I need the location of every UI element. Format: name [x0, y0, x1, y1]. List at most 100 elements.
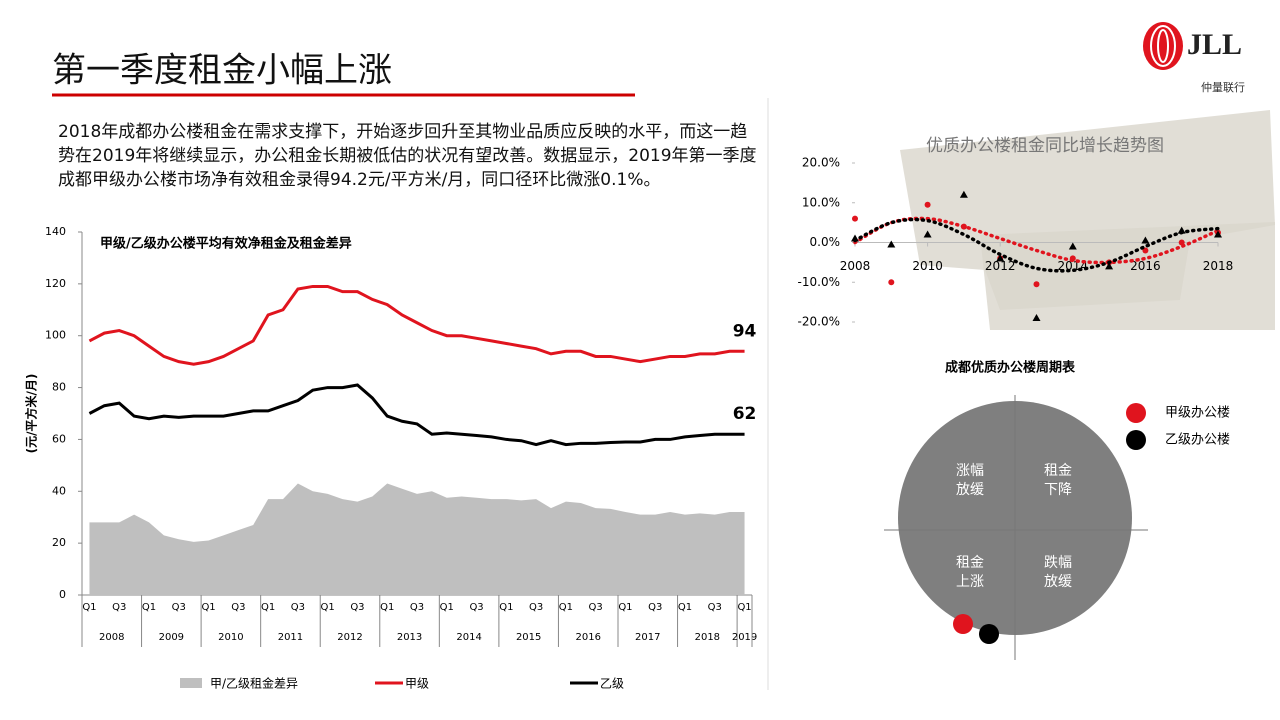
- point: [887, 240, 896, 248]
- legend-label: 甲级: [405, 677, 429, 691]
- slide-title: 第一季度租金小幅上涨: [52, 51, 392, 91]
- year-label: 2012: [337, 632, 362, 643]
- chart-title: 优质办公楼租金同比增长趋势图: [926, 136, 1164, 156]
- x-tick-label: Q1: [321, 602, 335, 613]
- x-tick-label: 2018: [1203, 259, 1234, 273]
- year-label: 2018: [695, 632, 720, 643]
- legend-swatch: [1126, 403, 1146, 423]
- x-tick-label: Q3: [708, 602, 722, 613]
- x-tick-label: Q3: [112, 602, 126, 613]
- x-tick-label: Q3: [231, 602, 245, 613]
- line: [88, 383, 745, 447]
- brush-background: [900, 110, 1275, 330]
- x-tick-label: Q3: [589, 602, 603, 613]
- point: [924, 201, 931, 208]
- x-tick-label: Q1: [737, 602, 751, 613]
- year-label: 2019: [732, 632, 757, 643]
- brush-stroke: [980, 222, 1275, 330]
- quadrant-label: 下降: [1044, 482, 1072, 498]
- legend-label: 甲级办公楼: [1165, 406, 1230, 421]
- y-tick-label: 100: [45, 329, 66, 342]
- y-tick-label: 40: [52, 484, 66, 497]
- legend-label: 乙级: [600, 677, 624, 691]
- point: [959, 190, 968, 198]
- point: [1068, 242, 1077, 250]
- legend-label: 甲/乙级租金差异: [210, 676, 298, 691]
- year-label: 2016: [575, 632, 600, 643]
- year-label: 2008: [99, 632, 124, 643]
- y-tick-label: 10.0%: [802, 195, 840, 209]
- y-tick-label: 120: [45, 277, 66, 290]
- y-tick-label: 20.0%: [802, 156, 840, 170]
- x-tick-label: Q3: [350, 602, 364, 613]
- point: [851, 234, 859, 242]
- point: [1141, 236, 1150, 244]
- quadrant-label: 放缓: [956, 482, 984, 498]
- x-tick-label: 2008: [840, 259, 871, 273]
- x-tick-label: Q3: [469, 602, 483, 613]
- point: [923, 230, 932, 238]
- logo-emblem-ring: [1150, 25, 1176, 67]
- point: [996, 254, 1005, 262]
- point: [1178, 239, 1185, 246]
- end-label: 94: [733, 321, 757, 341]
- y-tick-label: 80: [52, 381, 66, 394]
- line: [88, 284, 745, 366]
- area: [89, 483, 745, 595]
- year-label: 2017: [635, 632, 660, 643]
- quadrant-label: 放缓: [1044, 574, 1072, 590]
- x-tick-label: Q3: [172, 602, 186, 613]
- trend-line: [853, 217, 1220, 273]
- chart-title: 甲级/乙级办公楼平均有效净租金及租金差异: [100, 236, 352, 252]
- year-label: 2013: [397, 632, 422, 643]
- logo-emblem-ring: [1157, 29, 1169, 63]
- point: [1033, 281, 1040, 288]
- logo-text: JLL: [1187, 28, 1242, 61]
- year-label: 2014: [456, 632, 481, 643]
- year-label: 2011: [278, 632, 303, 643]
- x-tick-label: Q1: [380, 602, 394, 613]
- x-tick-label: Q1: [678, 602, 692, 613]
- point: [1105, 262, 1114, 270]
- legend-swatch: [180, 678, 202, 688]
- cycle-point: [979, 624, 999, 644]
- y-tick-label: -10.0%: [798, 275, 840, 289]
- end-label: 62: [733, 404, 757, 424]
- point: [960, 223, 967, 230]
- quadrant-label: 租金: [956, 555, 984, 571]
- x-tick-label: Q3: [648, 602, 662, 613]
- x-tick-label: Q3: [529, 602, 543, 613]
- x-tick-label: 2016: [1130, 259, 1161, 273]
- x-tick-label: Q3: [291, 602, 305, 613]
- y-axis-label: (元/平方米/月): [24, 374, 39, 454]
- logo-subtext: 仲量联行: [1201, 80, 1245, 94]
- quadrant-label: 涨幅: [956, 463, 984, 479]
- year-label: 2015: [516, 632, 541, 643]
- y-tick-label: 140: [45, 225, 66, 238]
- year-label: 2009: [159, 632, 184, 643]
- y-tick-label: 20: [52, 536, 66, 549]
- x-tick-label: 2012: [985, 259, 1016, 273]
- cycle-title: 成都优质办公楼周期表: [945, 360, 1076, 376]
- logo: JLL 仲量联行: [1143, 22, 1245, 94]
- y-tick-label: 0.0%: [810, 235, 841, 249]
- quadrant-label: 租金: [1044, 463, 1072, 479]
- cycle-point: [953, 614, 973, 634]
- point: [888, 279, 895, 286]
- x-tick-label: 2010: [912, 259, 943, 273]
- legend-swatch: [1126, 430, 1146, 450]
- x-tick-label: Q1: [559, 602, 573, 613]
- point: [1142, 247, 1149, 254]
- x-tick-label: Q1: [261, 602, 275, 613]
- year-label: 2010: [218, 632, 243, 643]
- x-tick-label: Q1: [618, 602, 632, 613]
- x-tick-label: Q1: [201, 602, 215, 613]
- paragraph: 2018年成都办公楼租金在需求支撑下，开始逐步回升至其物业品质应反映的水平，而这…: [58, 122, 757, 190]
- x-tick-label: Q1: [82, 602, 96, 613]
- y-tick-label: 60: [52, 432, 66, 445]
- quadrant-label: 跌幅: [1044, 555, 1072, 571]
- x-tick-label: Q1: [142, 602, 156, 613]
- x-tick-label: Q1: [440, 602, 454, 613]
